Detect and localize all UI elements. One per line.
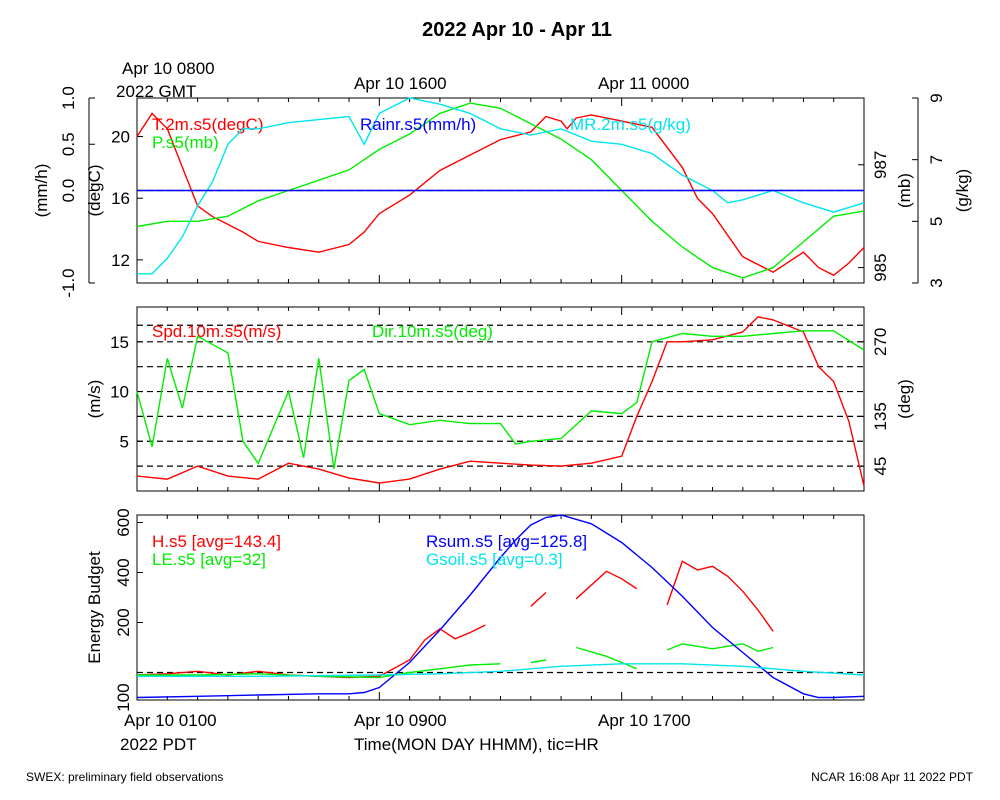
y-tick-label: 15 <box>110 333 129 352</box>
y-tick-label: -1.0 <box>59 268 78 297</box>
series-line <box>666 643 774 653</box>
chart-title: 2022 Apr 10 - Apr 11 <box>422 19 612 41</box>
y-tick-label: 45 <box>871 457 890 476</box>
y-axis-title: (mb) <box>895 173 914 208</box>
series-line <box>136 316 865 487</box>
y-tick-label: 5 <box>927 217 946 226</box>
panel-wind: 15 10 5 (m/s) 270 135 45 (deg) Spd.10m.s5(m/s) Di… <box>85 306 914 492</box>
y-tick-label: 12 <box>111 251 130 270</box>
series-line <box>137 663 865 677</box>
y-tick-label: 100 <box>114 683 133 711</box>
top-time-label-4: Apr 11 0000 <box>598 74 689 93</box>
top-time-label-3: Apr 10 1600 <box>354 74 447 93</box>
bottom-time-label-2: 2022 PDT <box>120 735 197 754</box>
y-tick-label: 20 <box>111 128 130 147</box>
y-tick-label: 270 <box>871 328 890 356</box>
legend-entry: Rainr.s5(mm/h) <box>360 115 476 134</box>
series-line <box>137 97 865 275</box>
bottom-time-label-3: Apr 10 0900 <box>354 711 447 730</box>
y-axis-title: (m/s) <box>85 380 104 419</box>
series-line <box>136 330 865 470</box>
series-line <box>136 112 865 277</box>
series-line <box>530 659 547 664</box>
series-line <box>530 591 547 607</box>
series-line <box>666 560 774 632</box>
footer-left: SWEX: preliminary field observations <box>26 770 223 784</box>
legend-entry: MR.2m.s5(g/kg) <box>570 115 691 134</box>
y-tick-label: 0.5 <box>59 132 78 156</box>
y-tick-label: 600 <box>114 508 133 536</box>
y-axis-title: (deg) <box>895 379 914 419</box>
panel-state: 1.0 0.5 0.0 -1.0 (mm/h) 20 16 12 (degC) 987 985 (mb… <box>32 86 972 297</box>
y-tick-label: 5 <box>120 432 129 451</box>
legend-entry: LE.s5 [avg=32] <box>152 550 266 569</box>
series-line <box>136 514 865 699</box>
y-tick-label: 10 <box>110 383 129 402</box>
y-tick-label: 985 <box>871 253 890 281</box>
y-tick-label: 16 <box>111 189 130 208</box>
legend-entry: Rsum.s5 [avg=125.8] <box>426 532 587 551</box>
x-axis-title: Time(MON DAY HHMM), tic=HR <box>354 735 599 754</box>
y-tick-label: 200 <box>114 608 133 636</box>
bottom-time-label-1: Apr 10 0100 <box>124 711 217 730</box>
y-axis-title: (degC) <box>85 165 104 217</box>
y-tick-label: 135 <box>871 402 890 430</box>
legend-entry: Gsoil.s5 [avg=0.3] <box>426 550 563 569</box>
y-tick-label: 7 <box>927 155 946 164</box>
series-line <box>136 102 865 279</box>
panels-group: 1.0 0.5 0.0 -1.0 (mm/h) 20 16 12 (degC) 987 985 (mb… <box>32 86 972 712</box>
legend-entry: Dir.10m.s5(deg) <box>372 322 493 341</box>
top-time-label-2: 2022 GMT <box>116 82 196 101</box>
legend-entry: T.2m.s5(degC) <box>152 115 263 134</box>
series-line <box>576 646 638 670</box>
series-line <box>575 570 638 600</box>
y-axis-title: Energy Budget <box>85 551 104 664</box>
y-tick-label: 1.0 <box>59 86 78 110</box>
legend-entry: P.s5(mb) <box>152 133 219 152</box>
footer-right: NCAR 16:08 Apr 11 2022 PDT <box>811 770 974 784</box>
top-time-label-1: Apr 10 0800 <box>122 59 215 78</box>
y-tick-label: 987 <box>871 151 890 179</box>
y-tick-label: 400 <box>114 558 133 586</box>
series-line <box>137 663 501 679</box>
y-axis-title: (mm/h) <box>32 164 51 218</box>
panel-energy: 600 400 200 100 Energy Budget H.s5 [avg=143.4… <box>85 508 865 712</box>
legend-entry: Spd.10m.s5(m/s) <box>152 322 281 341</box>
y-tick-label: 3 <box>927 278 946 287</box>
y-tick-label: 0.0 <box>59 179 78 203</box>
legend-entry: H.s5 [avg=143.4] <box>152 532 281 551</box>
bottom-time-label-4: Apr 10 1700 <box>598 711 691 730</box>
y-axis-title: (g/kg) <box>953 169 972 212</box>
y-tick-label: 9 <box>927 93 946 102</box>
